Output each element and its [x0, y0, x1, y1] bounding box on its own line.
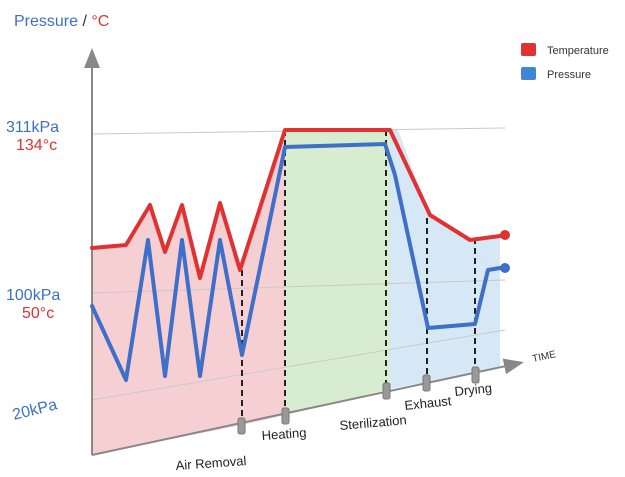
series-line-temperature	[90, 128, 502, 280]
y-tick-20kpa: 20kPa	[11, 396, 59, 423]
legend-label-temperature: Temperature	[547, 45, 609, 57]
x-axis	[91, 358, 524, 456]
series-end-dot-temperature	[500, 230, 510, 240]
legend: Temperature Pressure	[521, 43, 609, 81]
phase-labels: Air Removal Heating Sterilization Exhaus…	[175, 380, 493, 473]
y-axis-title-separator: /	[78, 13, 91, 30]
y-tick-134c: 134°c	[16, 137, 57, 154]
y-axis-title-temperature: °C	[91, 13, 109, 30]
axes	[84, 48, 524, 456]
phase-tick-marks	[237, 366, 480, 435]
phase-dividers	[241, 130, 476, 425]
y-axis-title: Pressure / °C	[14, 13, 109, 30]
phase-label-exhaust: Exhaust	[404, 393, 453, 413]
y-tick-labels: 311kPa 134°c 100kPa 50°c 20kPa	[6, 119, 60, 424]
series-line-pressure	[90, 142, 502, 382]
phase-label-air-removal: Air Removal	[175, 453, 247, 473]
phase-label-sterilization: Sterilization	[339, 412, 407, 433]
y-tick-50c: 50°c	[22, 305, 54, 322]
y-tick-100kpa: 100kPa	[6, 287, 60, 304]
y-axis-title-pressure: Pressure	[14, 13, 78, 30]
legend-label-pressure: Pressure	[547, 69, 591, 81]
y-tick-311kpa: 311kPa	[6, 119, 59, 136]
legend-swatch-pressure	[521, 67, 536, 80]
series-end-dot-pressure	[500, 263, 510, 273]
phase-label-heating: Heating	[261, 425, 307, 443]
phase-label-drying: Drying	[454, 380, 493, 399]
legend-swatch-temperature	[521, 43, 536, 56]
x-axis-title: TIME	[531, 349, 557, 365]
zone-heating	[285, 130, 390, 415]
